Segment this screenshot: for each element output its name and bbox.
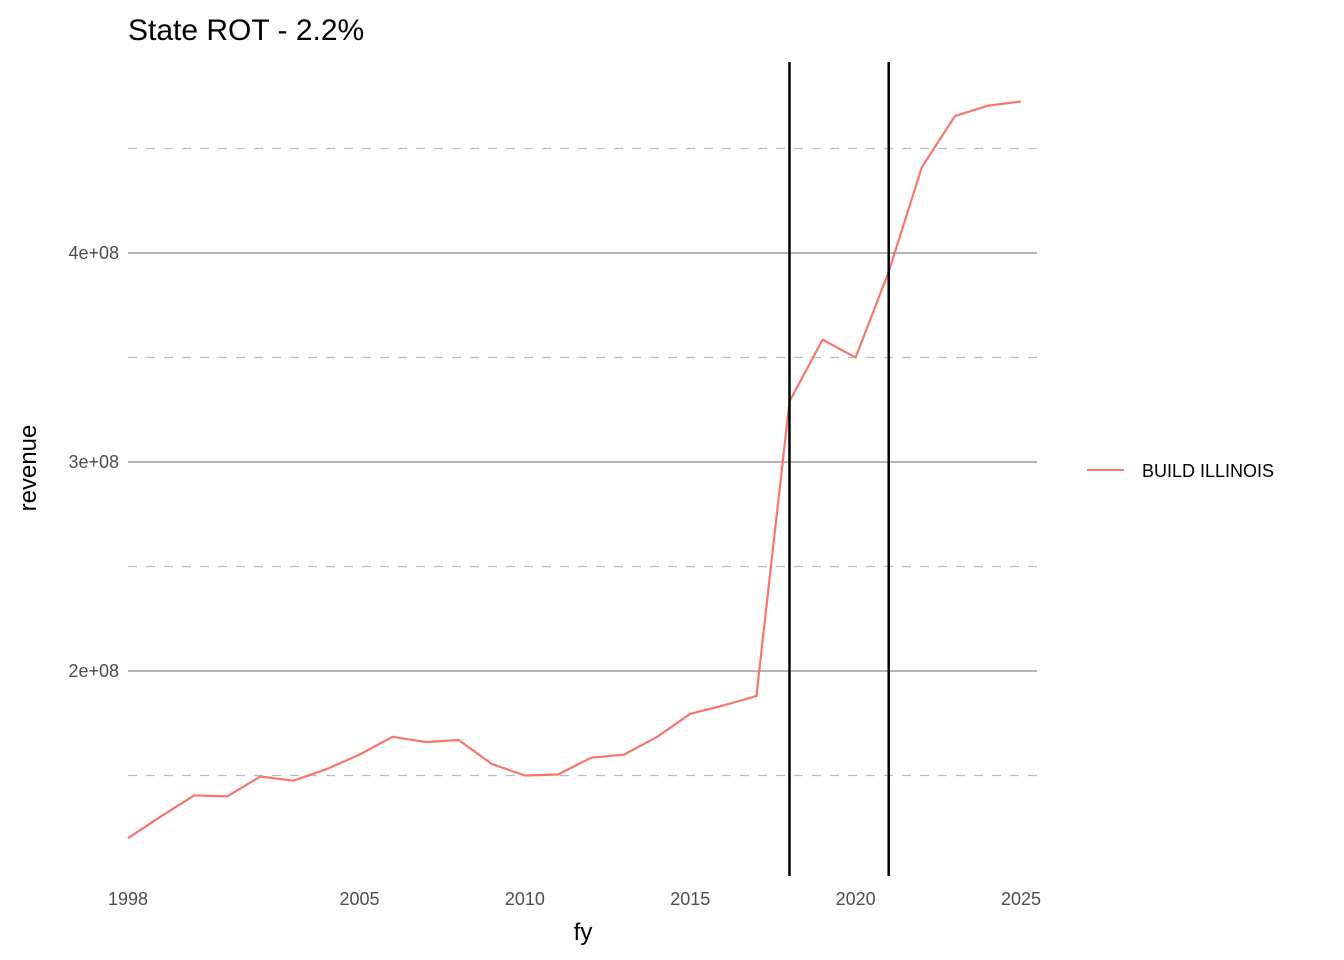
x-axis-tick-labels: 1998 2005 2010 2015 2020 2025 — [108, 889, 1041, 909]
major-gridlines — [128, 252, 1037, 672]
y-axis-tick-labels: 2e+08 3e+08 4e+08 — [68, 243, 119, 681]
x-tick-label: 2020 — [836, 889, 876, 909]
x-axis-title: fy — [574, 919, 593, 946]
y-tick-label: 3e+08 — [68, 452, 119, 472]
x-tick-label: 2005 — [339, 889, 379, 909]
x-tick-label: 1998 — [108, 889, 148, 909]
chart-title: State ROT - 2.2% — [128, 14, 364, 47]
series-lines — [127, 100, 1022, 840]
y-tick-label: 2e+08 — [68, 661, 119, 681]
y-axis-title: revenue — [15, 425, 42, 512]
legend: BUILD ILLINOIS — [1087, 461, 1274, 481]
legend-label-build-illinois: BUILD ILLINOIS — [1142, 461, 1274, 481]
minor-gridlines — [128, 147, 1037, 777]
y-tick-label: 4e+08 — [68, 243, 119, 263]
x-tick-label: 2015 — [670, 889, 710, 909]
series-line — [127, 100, 1022, 840]
reference-lines — [788, 62, 890, 876]
x-tick-label: 2010 — [505, 889, 545, 909]
x-tick-label: 2025 — [1001, 889, 1041, 909]
